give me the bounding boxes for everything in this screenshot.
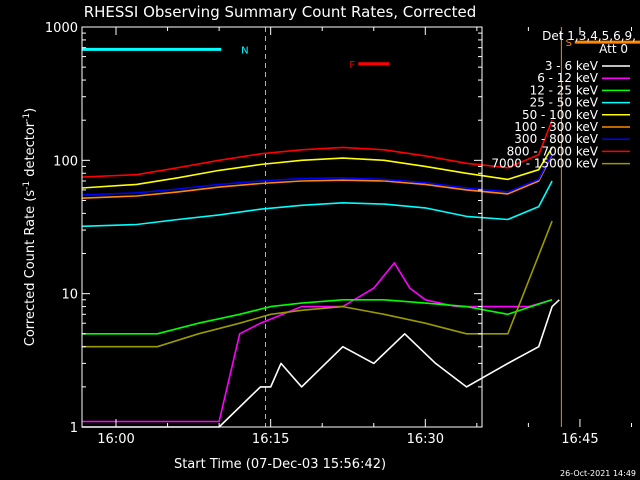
x-tick-label-1: 16:15 bbox=[252, 432, 289, 447]
legend-title: Det 1,3,4,5,6,9, bbox=[542, 29, 636, 43]
series-line-8 bbox=[82, 220, 553, 348]
legend-label-8: 7000 - 15000 keV bbox=[491, 157, 598, 171]
y-axis-label-sup1: -1 bbox=[22, 181, 32, 190]
y-axis-label: Corrected Count Rate (s-1 detector-1) bbox=[22, 108, 38, 346]
y-axis-label-sup2: -1 bbox=[22, 113, 32, 122]
y-axis-label-main: Corrected Count Rate (s bbox=[23, 190, 38, 347]
legend-label-3: 25 - 50 keV bbox=[530, 96, 599, 110]
y-axis-label-mid: detector bbox=[23, 121, 38, 181]
series-line-0 bbox=[82, 299, 560, 428]
chart-title: RHESSI Observing Summary Count Rates, Co… bbox=[84, 3, 477, 21]
y-tick-label-3: 1000 bbox=[45, 21, 78, 36]
series-line-3 bbox=[81, 180, 553, 228]
x-tick-label-3: 16:45 bbox=[561, 432, 598, 447]
state-bar-label-3: S bbox=[566, 38, 572, 49]
legend-subtitle: Att 0 bbox=[599, 42, 628, 56]
legend-label-2: 12 - 25 keV bbox=[530, 83, 599, 97]
event-lines bbox=[265, 27, 562, 427]
series-line-6 bbox=[81, 153, 553, 196]
legend-label-1: 6 - 12 keV bbox=[537, 71, 599, 85]
series-line-5 bbox=[81, 154, 553, 199]
x-tick-label-0: 16:00 bbox=[97, 432, 134, 447]
series-line-2 bbox=[82, 298, 553, 335]
axes: 16:0016:1516:3016:4517:0017:1517:3011010… bbox=[45, 21, 632, 447]
legend-label-5: 100 - 300 keV bbox=[514, 120, 598, 134]
y-tick-label-0: 1 bbox=[70, 421, 78, 436]
legend-label-4: 50 - 100 keV bbox=[522, 108, 599, 122]
attenuator-bars: N S F bbox=[82, 38, 640, 71]
series-lines bbox=[81, 119, 560, 428]
y-tick-label-2: 100 bbox=[53, 154, 78, 169]
x-tick-label-2: 16:30 bbox=[407, 432, 444, 447]
legend-label-7: 800 - 7000 keV bbox=[507, 144, 599, 158]
timestamp-label: 26-Oct-2021 14:49 bbox=[560, 469, 636, 478]
legend-label-0: 3 - 6 keV bbox=[545, 59, 599, 73]
plot-frame bbox=[81, 26, 483, 428]
y-tick-label-1: 10 bbox=[61, 288, 78, 303]
x-axis-label: Start Time (07-Dec-03 15:56:42) bbox=[174, 457, 386, 472]
legend-label-6: 300 - 800 keV bbox=[514, 132, 598, 146]
series-line-7 bbox=[81, 119, 553, 178]
state-bar-label-4: F bbox=[349, 60, 355, 71]
state-bar-label-1: N bbox=[241, 45, 248, 56]
y-axis-label-end: ) bbox=[23, 108, 38, 113]
series-line-4 bbox=[81, 146, 553, 189]
